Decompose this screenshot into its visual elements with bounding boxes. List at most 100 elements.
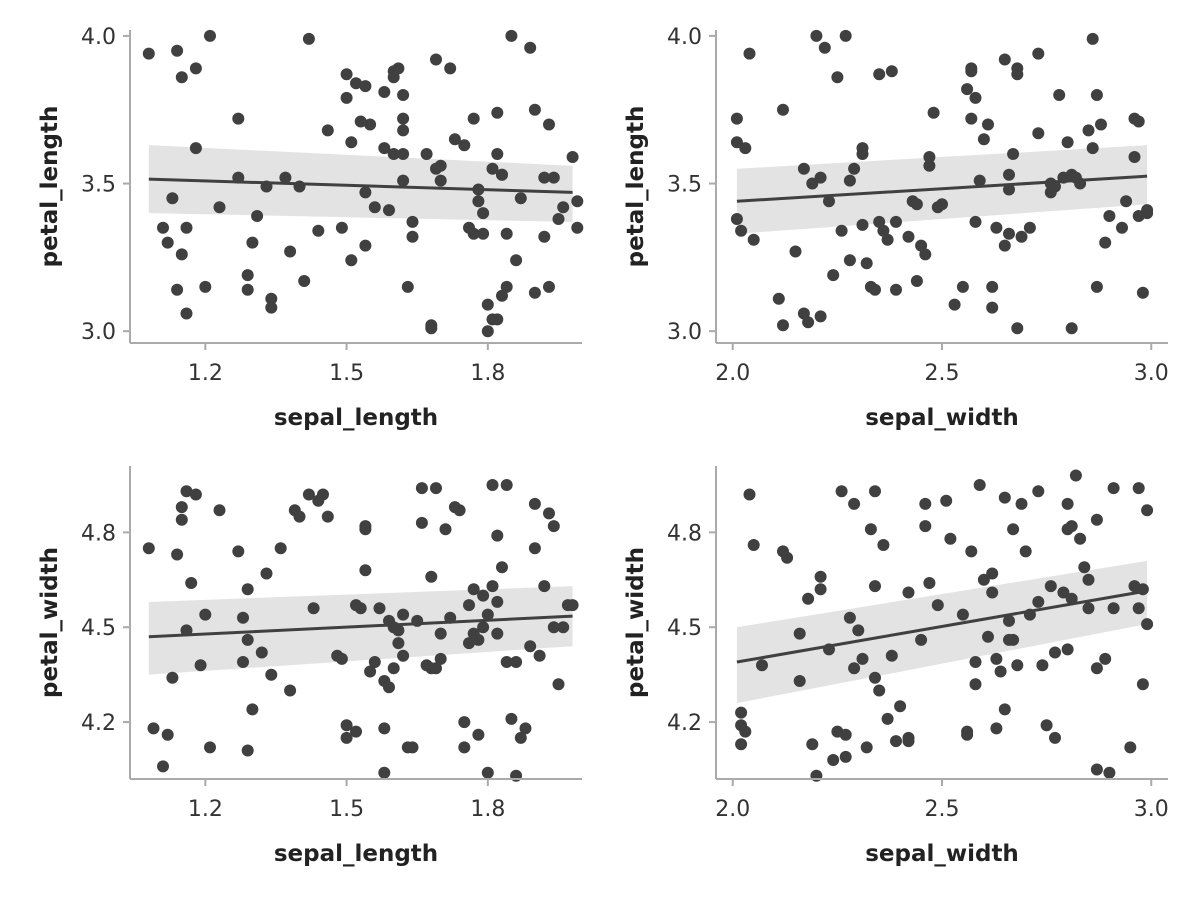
scatter-point xyxy=(848,662,861,675)
scatter-point xyxy=(961,83,974,96)
scatter-point xyxy=(251,210,264,222)
scatter-point xyxy=(345,254,358,267)
scatter-point xyxy=(496,561,508,574)
scatter-point xyxy=(956,280,969,293)
scatter-point xyxy=(180,221,193,234)
x-tick-label: 1.5 xyxy=(329,361,364,386)
scatter-point xyxy=(557,621,570,634)
scatter-point xyxy=(877,224,890,237)
scatter-point xyxy=(839,29,852,42)
scatter-point xyxy=(1065,592,1078,605)
scatter-point xyxy=(397,112,410,125)
scatter-point xyxy=(973,174,986,187)
scatter-point xyxy=(869,283,881,296)
scatter-point xyxy=(147,722,160,735)
scatter-point xyxy=(948,298,961,311)
scatter-point xyxy=(142,47,155,60)
scatter-point xyxy=(571,195,584,208)
scatter-point xyxy=(307,602,320,615)
scatter-point xyxy=(869,485,881,498)
y-tick-label: 3.0 xyxy=(667,320,702,345)
scatter-point xyxy=(885,649,898,662)
scatter-point xyxy=(1003,168,1015,181)
scatter-point xyxy=(496,168,508,181)
scatter-point xyxy=(434,159,447,172)
scatter-point xyxy=(956,608,969,621)
scatter-point xyxy=(279,171,292,184)
scatter-point xyxy=(213,201,226,214)
scatter-point xyxy=(843,254,856,267)
scatter-point xyxy=(364,665,377,678)
scatter-point xyxy=(869,671,881,684)
scatter-point xyxy=(547,171,560,184)
scatter-point xyxy=(777,319,789,332)
scatter-point xyxy=(557,201,570,214)
scatter-point xyxy=(533,649,546,662)
scatter-point xyxy=(566,599,579,612)
scatter-point xyxy=(919,248,932,261)
scatter-point xyxy=(491,313,504,326)
scatter-point xyxy=(1053,89,1066,101)
scatter-point xyxy=(1141,504,1154,517)
scatter-point xyxy=(902,586,915,599)
scatter-point xyxy=(547,520,560,533)
scatter-point xyxy=(1103,766,1116,779)
scatter-point xyxy=(477,207,490,220)
x-tick-label: 3.0 xyxy=(1134,797,1169,822)
scatter-point xyxy=(919,520,932,533)
x-axis-label: sepal_length xyxy=(274,405,438,431)
scatter-point xyxy=(359,239,372,252)
scatter-point xyxy=(481,325,494,338)
x-tick-label: 2.5 xyxy=(925,797,960,822)
scatter-point xyxy=(392,637,405,650)
scatter-point xyxy=(368,201,381,214)
scatter-point xyxy=(189,488,202,501)
scatter-point xyxy=(265,668,278,681)
scatter-point xyxy=(1061,136,1074,149)
scatter-point xyxy=(940,494,953,507)
scatter-point xyxy=(1132,115,1145,128)
scatter-point xyxy=(359,564,372,577)
scatter-point xyxy=(538,580,551,593)
regression-line xyxy=(736,174,1148,203)
scatter-point xyxy=(743,47,756,60)
scatter-point xyxy=(843,611,856,624)
scatter-point xyxy=(839,728,852,741)
scatter-point xyxy=(321,510,334,523)
scatter-point xyxy=(241,269,254,282)
scatter-point xyxy=(848,162,861,175)
scatter-point xyxy=(406,215,419,228)
scatter-point xyxy=(1095,118,1107,131)
scatter-point xyxy=(881,233,894,246)
scatter-point xyxy=(969,656,982,668)
scatter-point xyxy=(1099,652,1112,665)
scatter-point xyxy=(747,233,760,246)
scatter-point xyxy=(1107,602,1120,615)
scatter-point xyxy=(345,136,358,149)
scatter-point xyxy=(869,580,881,593)
y-axis-label: petal_length xyxy=(623,106,649,268)
scatter-point xyxy=(890,215,902,228)
scatter-point xyxy=(463,637,475,650)
scatter-point xyxy=(528,542,541,555)
scatter-point xyxy=(350,725,362,738)
scatter-point xyxy=(998,53,1011,66)
scatter-point xyxy=(831,71,844,84)
scatter-point xyxy=(166,192,179,205)
y-tick-label: 4.2 xyxy=(81,711,116,736)
scatter-point xyxy=(1116,221,1128,234)
scatter-point xyxy=(848,497,861,510)
scatter-point xyxy=(472,195,485,208)
scatter-point xyxy=(571,221,584,234)
scatter-point xyxy=(1141,207,1154,220)
scatter-point xyxy=(420,148,433,160)
scatter-point xyxy=(1086,32,1099,45)
scatter-point xyxy=(839,750,852,763)
scatter-point xyxy=(505,712,518,725)
scatter-point xyxy=(528,103,541,116)
scatter-point xyxy=(566,151,579,163)
x-tick-label: 2.0 xyxy=(715,797,750,822)
scatter-point xyxy=(500,656,513,668)
scatter-point xyxy=(467,112,480,125)
scatter-point xyxy=(873,684,886,697)
